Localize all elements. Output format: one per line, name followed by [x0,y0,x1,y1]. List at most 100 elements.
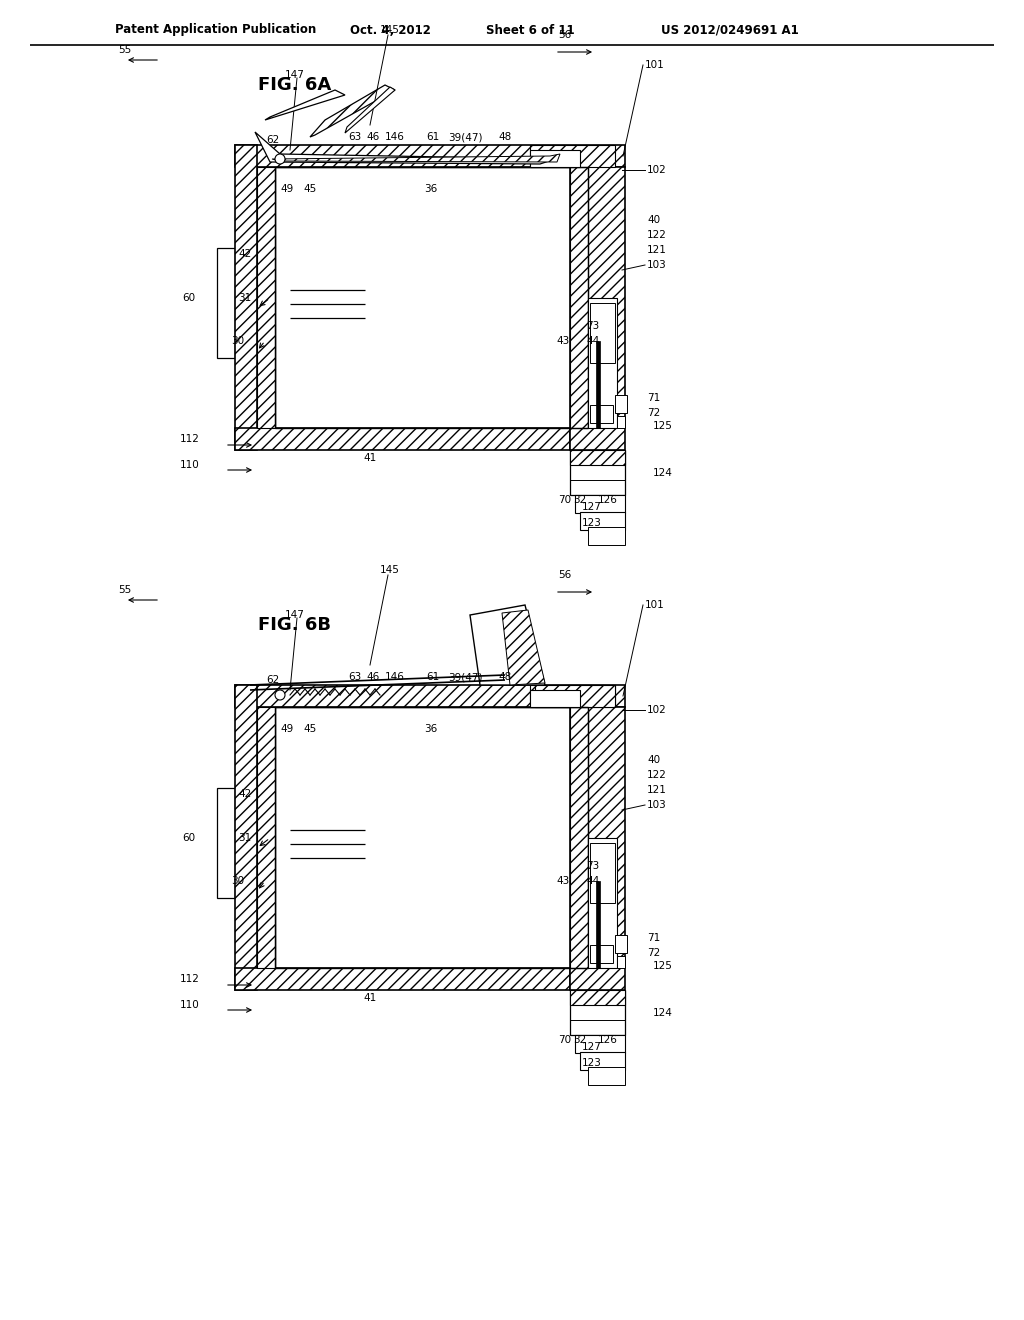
Bar [596,341,600,428]
Bar [570,708,588,968]
Bar [588,298,617,428]
Bar [588,1067,625,1085]
Text: 62: 62 [266,675,280,685]
Text: 125: 125 [653,421,673,432]
Text: 103: 103 [647,260,667,271]
Text: Patent Application Publication: Patent Application Publication [115,24,316,37]
Bar [588,527,625,545]
Bar [570,990,625,1035]
Text: 32: 32 [573,495,587,506]
Text: 31: 31 [239,833,252,843]
Text: 48: 48 [499,132,512,143]
Text: 45: 45 [303,183,316,194]
Text: 40: 40 [647,755,660,766]
Bar [575,1035,625,1053]
Text: 121: 121 [647,785,667,795]
Text: 127: 127 [582,502,602,512]
Text: 127: 127 [582,1041,602,1052]
Text: 121: 121 [647,246,667,255]
Bar [580,1052,625,1071]
Text: 44: 44 [587,337,600,346]
Bar [275,708,588,968]
Text: 39(47): 39(47) [447,132,482,143]
Text: 46: 46 [367,672,380,682]
Bar [590,843,615,903]
Text: 62: 62 [266,135,280,145]
Bar [617,956,625,968]
Bar [530,145,615,168]
Text: 110: 110 [180,1001,200,1010]
Text: 72: 72 [647,948,660,958]
Text: 45: 45 [303,723,316,734]
Text: 102: 102 [647,165,667,176]
Text: 49: 49 [281,183,294,194]
Text: 30: 30 [231,876,245,886]
Text: 43: 43 [556,876,569,886]
Text: 48: 48 [499,672,512,682]
Bar [530,685,615,708]
Bar [596,880,600,968]
Bar [570,708,625,990]
Bar [590,945,613,964]
Text: 72: 72 [647,408,660,418]
Text: 123: 123 [582,517,602,528]
Text: 103: 103 [647,800,667,810]
Bar [575,495,625,513]
Text: 56: 56 [558,570,571,579]
Bar [234,968,570,990]
Text: 73: 73 [587,861,600,871]
Text: 110: 110 [180,459,200,470]
Text: 49: 49 [281,723,294,734]
Bar [570,450,625,465]
Polygon shape [345,87,395,133]
Polygon shape [265,90,345,120]
Bar [530,690,580,708]
Text: Sheet 6 of 11: Sheet 6 of 11 [485,24,574,37]
Text: 40: 40 [647,215,660,224]
Bar [257,708,275,968]
Text: 31: 31 [239,293,252,304]
Text: 145: 145 [380,565,400,576]
Polygon shape [502,610,545,685]
Bar [234,145,625,168]
Bar [615,935,627,953]
Bar [570,450,625,495]
Text: 71: 71 [647,933,660,942]
Bar [217,788,234,898]
Bar [570,168,625,450]
Text: Oct. 4, 2012: Oct. 4, 2012 [349,24,430,37]
Text: 36: 36 [424,723,437,734]
Text: 32: 32 [573,1035,587,1045]
Text: 70: 70 [558,495,571,506]
Bar [570,990,625,1005]
Text: 73: 73 [587,321,600,331]
Bar [257,168,275,428]
Polygon shape [470,605,545,685]
Text: 30: 30 [231,337,245,346]
Text: 41: 41 [364,453,377,463]
Text: 71: 71 [647,393,660,403]
Bar [590,304,615,363]
Bar [590,405,613,422]
Text: 145: 145 [380,25,400,36]
Text: 146: 146 [385,672,404,682]
Text: 46: 46 [367,132,380,143]
Text: 61: 61 [426,672,439,682]
Circle shape [275,154,285,164]
Polygon shape [310,84,395,137]
Text: 124: 124 [653,469,673,478]
Text: 60: 60 [182,833,195,843]
Text: 123: 123 [582,1059,602,1068]
Text: 122: 122 [647,230,667,240]
Text: 56: 56 [558,30,571,40]
Text: 126: 126 [598,1035,617,1045]
Text: 43: 43 [556,337,569,346]
Text: 55: 55 [119,45,132,55]
Bar [530,150,580,168]
Text: 147: 147 [285,610,305,620]
Bar [234,145,257,450]
Text: 101: 101 [645,59,665,70]
Bar [234,685,625,708]
Text: 63: 63 [348,672,361,682]
Circle shape [275,690,285,700]
